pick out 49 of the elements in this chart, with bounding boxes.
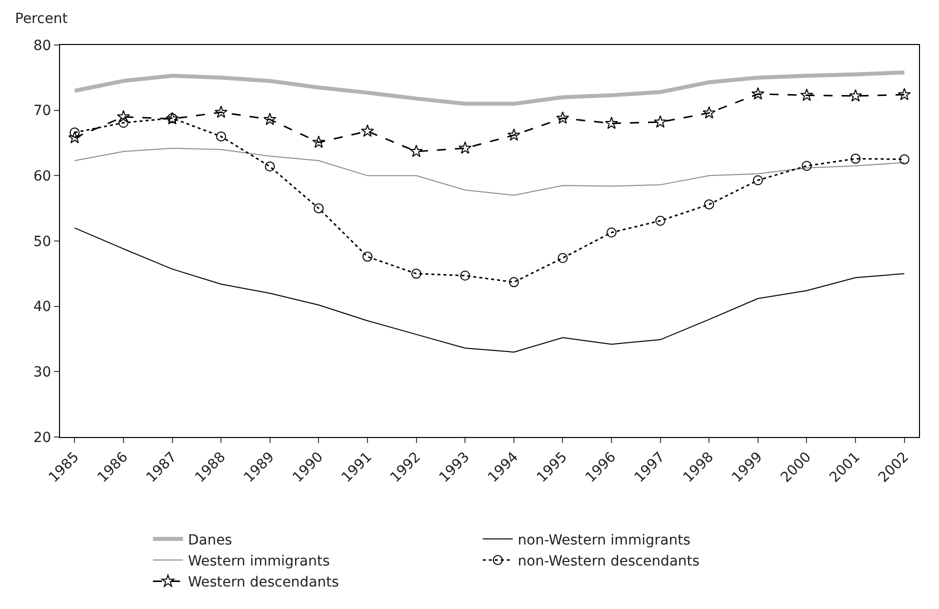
point	[263, 112, 276, 126]
point	[362, 252, 372, 262]
point	[214, 105, 228, 118]
point	[850, 154, 861, 164]
point	[460, 270, 470, 281]
point	[558, 252, 568, 263]
y-tick-label: 60	[33, 168, 52, 185]
legend-label: Western descendants	[188, 574, 339, 591]
point	[507, 128, 520, 141]
legend-label: Danes	[188, 532, 232, 548]
y-tick-label: 20	[33, 430, 52, 446]
point	[605, 116, 618, 129]
point	[410, 144, 423, 158]
point	[314, 203, 324, 214]
point	[70, 128, 80, 138]
y-tick-label: 40	[33, 299, 52, 316]
legend-label: non-Western immigrants	[518, 532, 690, 548]
point	[360, 124, 374, 137]
point	[898, 88, 911, 100]
point	[411, 268, 422, 279]
line-series	[74, 227, 905, 353]
legend-label: non-Western descendants	[518, 554, 700, 570]
point	[118, 118, 128, 128]
y-tick-label: 30	[33, 364, 52, 381]
point	[702, 106, 716, 119]
y-tick-label: 50	[33, 234, 52, 250]
point	[899, 154, 910, 164]
point	[606, 228, 617, 238]
point	[312, 136, 326, 148]
point	[802, 160, 812, 171]
point	[458, 141, 472, 154]
point	[849, 89, 862, 102]
point	[751, 87, 764, 100]
y-tick-label: 70	[33, 103, 52, 120]
point	[116, 110, 130, 122]
point	[508, 277, 519, 288]
y-axis-title: Percent	[15, 11, 68, 27]
point	[800, 88, 814, 101]
point	[654, 115, 667, 128]
point	[704, 199, 714, 210]
line-series	[72, 70, 906, 106]
legend-label: Western immigrants	[188, 554, 330, 570]
y-tick-label: 80	[33, 38, 52, 54]
point	[655, 216, 666, 226]
point	[752, 175, 763, 186]
point	[556, 111, 570, 124]
point	[216, 131, 226, 142]
point	[264, 162, 275, 172]
point	[68, 130, 82, 144]
